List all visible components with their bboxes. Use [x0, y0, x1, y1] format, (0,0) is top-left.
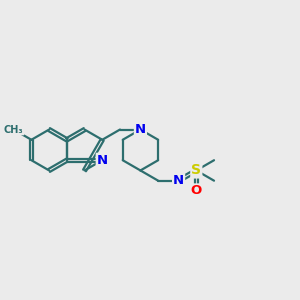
Text: N: N	[97, 154, 108, 167]
Text: N: N	[173, 174, 184, 187]
Text: O: O	[191, 184, 202, 197]
Text: CH₃: CH₃	[4, 124, 23, 134]
Text: S: S	[191, 164, 201, 178]
Text: N: N	[135, 123, 146, 136]
